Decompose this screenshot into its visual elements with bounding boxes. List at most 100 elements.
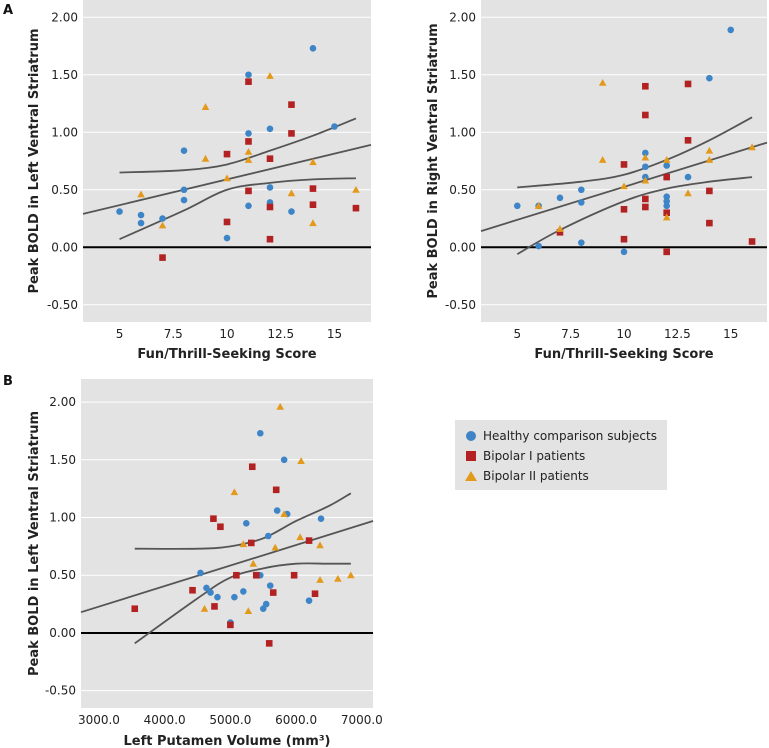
point-bipolar1 — [288, 101, 295, 108]
y-tick-label: 2.00 — [49, 395, 76, 409]
point-bipolar1 — [290, 571, 298, 579]
y-tick-label: 0.50 — [51, 183, 78, 197]
point-bipolar2 — [556, 225, 564, 232]
chart-panel-a-right: -0.50 0.00 0.50 1.00 1.50 2.00 5 7.5 10 12.5 15 Fun… — [426, 0, 768, 362]
point-bipolar1 — [245, 138, 252, 145]
point-bipolar2 — [244, 156, 253, 163]
point-bipolar1 — [556, 229, 564, 236]
point-healthy — [578, 239, 585, 246]
x-tick-label: 3000.0 — [78, 713, 120, 727]
ci-lower-line — [119, 177, 356, 241]
point-bipolar2 — [684, 189, 692, 197]
point-healthy — [264, 532, 272, 540]
x-tick-label: 6000.0 — [275, 713, 317, 727]
point-healthy — [137, 211, 145, 219]
point-bipolar2 — [316, 576, 324, 583]
point-healthy — [266, 125, 274, 133]
point-healthy — [273, 507, 281, 514]
point-bipolar1 — [265, 640, 273, 647]
point-healthy — [266, 582, 274, 589]
regression-line — [80, 520, 374, 614]
point-bipolar1 — [211, 603, 218, 610]
x-axis-title: Fun/Thrill-Seeking Score — [137, 347, 316, 362]
point-bipolar2 — [641, 176, 650, 184]
y-axis-title: Peak BOLD in Left Ventral Striatrum — [27, 411, 42, 676]
legend-label: Bipolar II patients — [483, 469, 589, 483]
legend-item-bipolar1: Bipolar I patients — [455, 446, 667, 466]
plot-area — [81, 379, 373, 708]
point-bipolar2 — [280, 510, 288, 518]
x-axis-title: Fun/Thrill-Seeking Score — [534, 347, 713, 362]
point-healthy — [288, 208, 295, 215]
point-healthy — [556, 194, 564, 202]
point-bipolar2 — [748, 143, 756, 151]
legend: Healthy comparison subjects Bipolar I pa… — [455, 420, 667, 490]
point-bipolar1 — [684, 80, 692, 88]
point-bipolar1 — [131, 605, 139, 613]
point-bipolar2 — [158, 221, 167, 229]
point-bipolar2 — [334, 574, 342, 582]
x-tick-label: 5 — [116, 327, 124, 341]
point-bipolar1 — [233, 571, 240, 579]
point-healthy — [207, 589, 214, 596]
circle-marker-icon — [466, 431, 476, 441]
point-bipolar2 — [271, 543, 280, 551]
x-tick-label: 12.5 — [267, 327, 294, 341]
point-bipolar1 — [266, 155, 274, 162]
point-bipolar1 — [248, 463, 256, 471]
point-bipolar1 — [217, 523, 224, 531]
x-tick-label: 10 — [219, 327, 234, 341]
point-bipolar2 — [266, 72, 274, 79]
point-bipolar1 — [311, 590, 319, 598]
point-bipolar1 — [642, 82, 649, 90]
point-bipolar1 — [252, 571, 260, 579]
point-healthy — [578, 186, 585, 194]
plot-area — [481, 0, 767, 322]
point-healthy — [197, 569, 204, 577]
y-tick-label: -0.50 — [445, 298, 476, 312]
point-healthy — [280, 456, 288, 464]
point-bipolar2 — [287, 189, 296, 197]
point-bipolar1 — [223, 150, 231, 158]
ci-upper-line — [119, 117, 357, 174]
point-healthy — [317, 515, 325, 522]
point-healthy — [245, 71, 252, 79]
legend-item-healthy: Healthy comparison subjects — [455, 426, 667, 446]
x-tick-label: 4000.0 — [144, 713, 186, 727]
point-healthy — [223, 234, 231, 242]
point-healthy — [578, 199, 585, 206]
point-healthy — [180, 186, 188, 194]
point-bipolar1 — [272, 486, 280, 494]
point-healthy — [231, 593, 238, 601]
point-bipolar1 — [247, 539, 255, 547]
point-healthy — [684, 173, 692, 181]
point-healthy — [137, 219, 145, 227]
point-healthy — [240, 588, 247, 595]
point-bipolar2 — [705, 146, 714, 154]
point-bipolar1 — [245, 187, 252, 195]
point-healthy — [706, 74, 713, 82]
y-tick-label: 2.00 — [51, 10, 78, 24]
point-bipolar1 — [706, 219, 713, 227]
point-healthy — [663, 162, 670, 169]
point-bipolar1 — [352, 204, 360, 212]
point-healthy — [331, 123, 338, 130]
y-tick-label: 0.50 — [449, 183, 476, 197]
x-tick-label: 5000.0 — [209, 713, 251, 727]
point-bipolar1 — [642, 111, 649, 119]
ci-upper-line — [517, 116, 753, 189]
y-tick-label: 1.50 — [51, 68, 78, 82]
point-bipolar1 — [684, 137, 692, 144]
point-healthy — [245, 202, 252, 210]
legend-label: Bipolar I patients — [483, 449, 586, 463]
point-bipolar1 — [309, 185, 317, 192]
x-tick-label: 5 — [513, 327, 521, 341]
point-bipolar1 — [227, 621, 234, 629]
point-bipolar2 — [309, 158, 317, 166]
point-bipolar2 — [297, 457, 305, 464]
point-healthy — [535, 242, 542, 250]
point-bipolar1 — [620, 206, 628, 213]
point-bipolar1 — [748, 238, 756, 245]
x-tick-label: 15 — [327, 327, 342, 341]
